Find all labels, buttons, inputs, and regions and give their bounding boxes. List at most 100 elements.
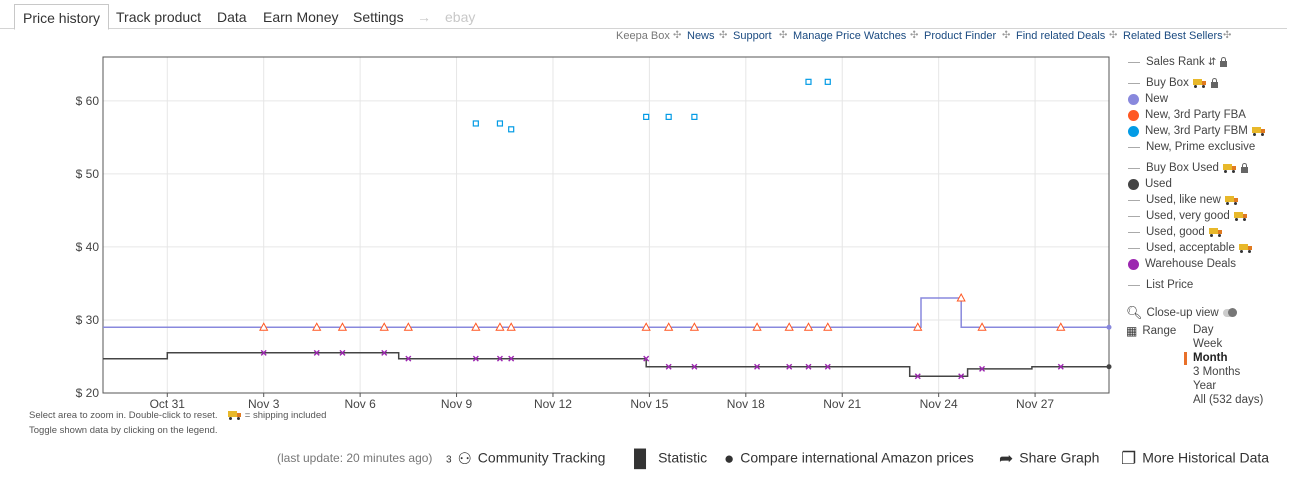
range-option-all-532-days[interactable]: All (532 days) <box>1193 394 1264 406</box>
point-new-3rd-party-fba <box>379 322 389 331</box>
point-new-3rd-party-fba <box>664 322 674 331</box>
x-tick-label: Nov 24 <box>920 397 958 411</box>
range-option-month[interactable]: Month <box>1193 352 1228 364</box>
copy-icon: ❐ <box>1121 449 1137 468</box>
lock-icon <box>1220 56 1228 67</box>
legend-hint-text: Toggle shown data by clicking on the leg… <box>29 425 218 436</box>
tab-settings[interactable]: Settings <box>353 4 404 28</box>
zoom-hint-text: Select area to zoom in. Double-click to … <box>29 410 218 421</box>
legend-label: Buy Box <box>1146 77 1189 89</box>
link-manage-price-watches[interactable]: Manage Price Watches <box>793 30 907 42</box>
link-related-best-sellers[interactable]: Related Best Sellers <box>1123 30 1223 42</box>
legend-item-new-3rd-party-fba[interactable]: New, 3rd Party FBA <box>1126 108 1246 123</box>
point-new-3rd-party-fba <box>337 322 348 331</box>
point-new-3rd-party-fba <box>956 292 966 302</box>
statistic-label: Statistic <box>658 449 708 466</box>
point-warehouse-deals <box>665 363 672 370</box>
point-warehouse-deals <box>313 349 320 356</box>
legend-item-used-like-new[interactable]: Used, like new <box>1126 193 1239 208</box>
compare-international-button[interactable]: ● Compare international Amazon prices <box>724 449 974 469</box>
link-separator-icon: ✣ <box>910 30 919 41</box>
link-news[interactable]: News <box>687 30 715 42</box>
legend-label: Used <box>1145 178 1172 190</box>
point-warehouse-deals <box>824 363 831 370</box>
range-option-year[interactable]: Year <box>1193 380 1217 392</box>
community-count: 3 <box>446 454 452 466</box>
range-option-week[interactable]: Week <box>1193 338 1223 350</box>
link-keepa-box[interactable]: Keepa Box <box>616 30 670 42</box>
range-label-text: Range <box>1142 325 1177 338</box>
truck-icon <box>1192 79 1207 88</box>
point-new-3rd-party-fbm <box>643 113 650 120</box>
x-tick-label: Nov 21 <box>823 397 861 411</box>
share-graph-label: Share Graph <box>1019 449 1100 466</box>
tab-data[interactable]: Data <box>217 4 247 28</box>
truck-icon <box>228 410 242 420</box>
point-new-3rd-party-fba <box>641 322 651 331</box>
range-selected-indicator <box>1184 352 1187 365</box>
calendar-icon: ▦ <box>1126 324 1138 338</box>
legend-label: Warehouse Deals <box>1145 258 1236 270</box>
tab-track-product[interactable]: Track product <box>116 4 201 28</box>
share-graph-button[interactable]: ➦ Share Graph <box>999 449 1099 469</box>
tab-settings-label: Settings <box>353 9 404 25</box>
legend-item-new-prime-exclusive[interactable]: New, Prime exclusive <box>1126 140 1255 155</box>
legend-item-warehouse-deals[interactable]: Warehouse Deals <box>1126 257 1236 272</box>
legend-item-used[interactable]: Used <box>1126 177 1172 192</box>
tab-ebay-label: ebay <box>445 9 476 25</box>
tab-arrow-label: → <box>417 9 431 25</box>
closeup-view-toggle[interactable]: 🔍︎ Close-up view <box>1126 305 1237 321</box>
legend-item-buy-box[interactable]: Buy Box <box>1126 76 1218 91</box>
point-new-3rd-party-fba <box>689 322 700 331</box>
legend-marker <box>1128 285 1140 286</box>
link-separator-icon: ✣ <box>719 30 728 41</box>
toggle-switch-icon[interactable] <box>1222 308 1237 317</box>
legend-label: Used, very good <box>1146 210 1230 222</box>
series-end-point-used <box>1106 364 1112 370</box>
link-support[interactable]: Support <box>733 30 772 42</box>
community-tracking-button[interactable]: 3 ⚇ Community Tracking <box>446 449 605 469</box>
legend-marker <box>1128 259 1139 270</box>
legend-label: New <box>1145 93 1169 105</box>
chart-grid <box>103 57 1109 397</box>
legend-item-new-3rd-party-fbm[interactable]: New, 3rd Party FBM <box>1126 124 1266 139</box>
legend-item-used-acceptable[interactable]: Used, acceptable <box>1126 241 1253 256</box>
point-new-3rd-party-fba <box>977 322 987 331</box>
series-line-new <box>103 297 1109 329</box>
tab-ebay[interactable]: ebay <box>445 4 475 28</box>
point-warehouse-deals <box>754 363 761 370</box>
legend-item-used-very-good[interactable]: Used, very good <box>1126 209 1248 224</box>
legend-item-buy-box-used[interactable]: Buy Box Used <box>1126 161 1248 176</box>
chart-series <box>103 297 1112 377</box>
legend-item-new[interactable]: New <box>1126 92 1168 107</box>
tab-earn-money[interactable]: Earn Money <box>263 4 338 28</box>
lock-icon <box>1240 162 1248 173</box>
x-axis-labels: Oct 31 Nov 3 Nov 6 Nov 9 Nov 12 Nov 15 Nov 18 N… <box>150 397 1055 411</box>
statistic-button[interactable]: ▐▌ Statistic <box>628 449 707 469</box>
bar-chart-icon: ▐▌ <box>628 449 653 468</box>
tab-price-history[interactable]: Price history <box>14 4 110 30</box>
legend-marker <box>1128 147 1140 148</box>
users-icon: ⚇ <box>457 451 472 468</box>
tab-arrow: → <box>417 4 431 28</box>
link-product-finder[interactable]: Product Finder <box>924 30 997 42</box>
point-warehouse-deals <box>472 355 479 362</box>
last-update-text: (last update: 20 minutes ago) <box>277 451 433 465</box>
legend-item-sales-rank[interactable]: Sales Rank ⇵ <box>1126 55 1228 70</box>
legend-marker <box>1128 83 1140 84</box>
link-separator-icon: ✣ <box>779 30 788 41</box>
y-tick-label: $ 50 <box>76 167 100 181</box>
point-warehouse-deals <box>805 363 812 370</box>
range-option-day[interactable]: Day <box>1193 324 1214 336</box>
more-historical-data-label: More Historical Data <box>1142 449 1270 466</box>
legend-item-used-good[interactable]: Used, good <box>1126 225 1223 240</box>
link-find-related-deals[interactable]: Find related Deals <box>1016 30 1106 42</box>
more-historical-data-button[interactable]: ❐ More Historical Data <box>1121 449 1269 469</box>
legend-item-list-price[interactable]: List Price <box>1126 278 1193 293</box>
point-warehouse-deals <box>381 349 388 356</box>
magnifier-icon: 🔍︎ <box>1126 305 1143 320</box>
range-option-3-months[interactable]: 3 Months <box>1193 366 1241 378</box>
truck-icon <box>1208 228 1223 237</box>
point-new-3rd-party-fba <box>471 322 481 331</box>
